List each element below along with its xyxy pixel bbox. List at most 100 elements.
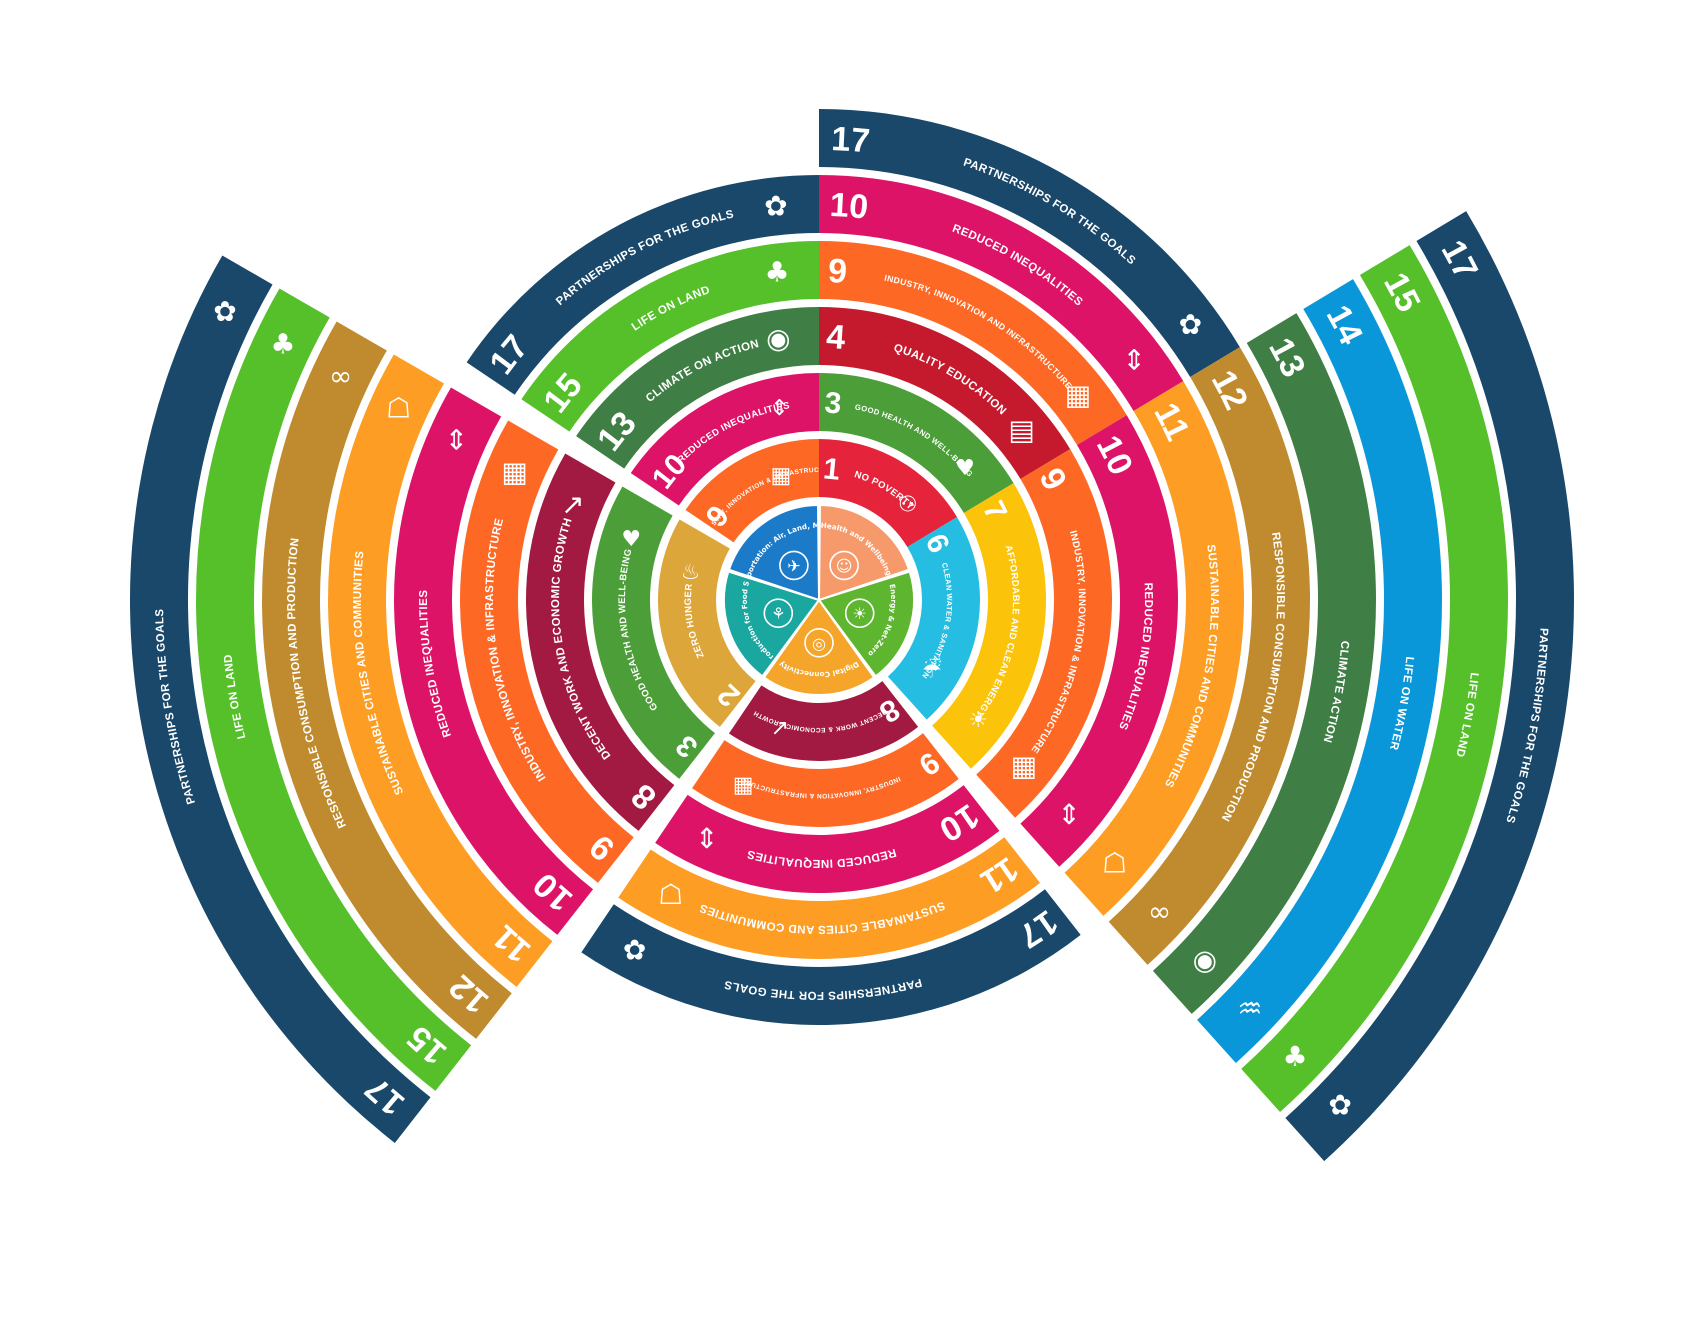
heartbeat-icon: ♥: [955, 456, 975, 481]
plant-icon: [763, 598, 794, 629]
goal-band: [819, 373, 1014, 513]
goal-band: [685, 439, 819, 543]
cubes-icon: ▦: [501, 456, 527, 489]
goal-band: [195, 288, 472, 1091]
sun-icon: ☀: [968, 708, 988, 733]
equality-icon: ⇕: [770, 396, 788, 421]
cubes-icon: ▦: [771, 464, 792, 489]
person-icon: [829, 550, 859, 581]
goal-band: [1020, 415, 1178, 867]
goal-band: [657, 519, 756, 727]
hub-wedge: [762, 598, 876, 696]
family-icon: ⚇: [898, 492, 918, 517]
bowl-icon: ♨: [681, 560, 701, 585]
goal-band: [460, 420, 634, 883]
infinity-icon: ∞: [329, 359, 352, 392]
equality-icon: ⇕: [1057, 798, 1080, 831]
eye-globe-icon: ◉: [766, 322, 790, 355]
goal-number: 9: [827, 252, 848, 291]
goal-band: [932, 483, 1046, 769]
bulb-icon-glyph: ☀: [853, 604, 867, 623]
goal-band: [466, 175, 819, 395]
goal-band: [655, 785, 1000, 893]
goal-band: [819, 241, 1127, 445]
goal-number-text: 9: [827, 252, 848, 291]
plant-icon-glyph: ⚘: [771, 604, 785, 623]
goal-band: [819, 439, 958, 547]
person-icon-glyph: ☺: [836, 556, 853, 575]
goal-number: 4: [825, 318, 846, 357]
book-icon: ▤: [1008, 414, 1034, 447]
flower-icon: ✿: [1179, 308, 1202, 341]
goal-number-text: 17: [831, 120, 872, 161]
goal-number-text: 3: [824, 386, 843, 420]
flower-icon: ✿: [623, 934, 646, 967]
eye-globe-icon: ◉: [1193, 944, 1217, 977]
globe-icon-glyph: ◎: [812, 634, 826, 653]
goal-band: [618, 837, 1041, 959]
fish-icon: ♒: [1237, 992, 1262, 1025]
goal-band: [692, 733, 959, 827]
goal-number-text: 1: [822, 452, 842, 486]
hub-wedge: [817, 503, 911, 602]
tree-icon: ♣: [1282, 1040, 1307, 1073]
goal-band: [1108, 347, 1310, 965]
goal-band: [521, 241, 819, 432]
goal-band: [819, 109, 1240, 377]
goal-band: [592, 486, 715, 779]
goal-band: [1152, 313, 1376, 1014]
growth-icon: ↗: [561, 488, 584, 521]
equality-icon: ⇕: [1122, 343, 1145, 376]
water-icon: ☔: [922, 657, 942, 684]
goal-number: 3: [824, 386, 843, 420]
city-icon: ☖: [1102, 847, 1127, 880]
goal-band: [261, 321, 512, 1039]
hub-wedge: [817, 570, 915, 678]
transport-icon-glyph: ✈: [787, 556, 800, 575]
goal-band: [1197, 279, 1443, 1063]
goal-band: [819, 175, 1184, 411]
goal-band: [525, 453, 675, 831]
transport-icon: [779, 550, 809, 581]
goal-band: [1241, 245, 1508, 1113]
goal-number: 17: [831, 120, 872, 161]
goal-band: [130, 255, 431, 1143]
equality-icon: ⇕: [445, 424, 468, 457]
city-icon: ☖: [658, 878, 683, 911]
goal-band: [1064, 381, 1244, 916]
growth-icon: ↗: [771, 716, 789, 741]
rings-layer: 1 NO POVERTY⚇3 GOOD HEALTH AND WELL-BEING♥…: [0, 0, 1574, 1162]
flower-icon: ✿: [764, 189, 787, 222]
hub-wedge: [723, 570, 821, 678]
equality-icon: ⇕: [695, 822, 718, 855]
goal-band: [887, 517, 980, 720]
goal-number: 10: [829, 186, 870, 227]
cubes-icon: ▦: [1065, 379, 1091, 412]
hub-segment: ◎Digital Connectivity: [762, 598, 876, 696]
goal-band: [581, 889, 1081, 1025]
goal-band: [1285, 211, 1574, 1162]
goal-number-text: 4: [825, 318, 846, 357]
goal-ring-1: 1 NO POVERTY⚇: [819, 439, 958, 547]
flower-icon: ✿: [213, 295, 236, 328]
tree-icon: ♣: [270, 327, 295, 360]
